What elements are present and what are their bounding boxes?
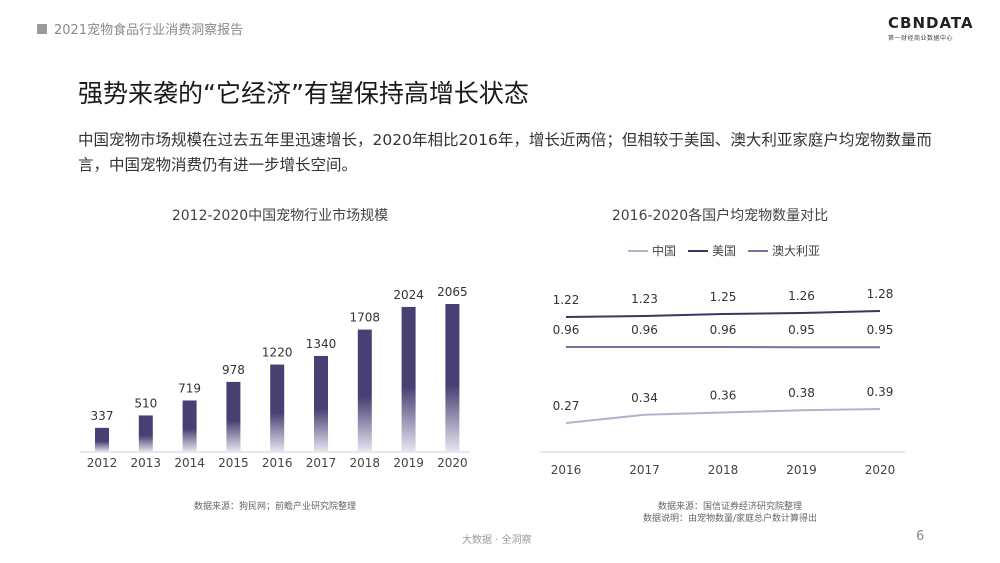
- point-label: 0.96: [553, 323, 580, 337]
- point-label: 0.96: [710, 323, 737, 337]
- series-line: [565, 310, 881, 318]
- bar-value-label: 2024: [393, 288, 424, 302]
- logo-subtitle: 第一财经商业数据中心: [888, 35, 954, 42]
- bar-tick-label: 2016: [262, 456, 293, 470]
- point-label: 1.22: [553, 293, 580, 307]
- line-chart-source: 数据来源：国信证券经济研究院整理 数据说明：由宠物数量/家庭总户数计算得出: [580, 501, 880, 525]
- bar-value-label: 1340: [306, 337, 337, 351]
- bar-tick-label: 2014: [174, 456, 205, 470]
- point-label: 1.25: [710, 290, 737, 304]
- bar: [401, 306, 416, 452]
- header-marker: [37, 24, 47, 34]
- bar-value-label: 2065: [437, 285, 468, 299]
- line-tick-label: 2020: [865, 463, 896, 477]
- point-label: 0.36: [710, 389, 737, 403]
- bar-tick-label: 2012: [87, 456, 118, 470]
- bar-value-label: 1220: [262, 346, 293, 360]
- point-label: 1.26: [788, 289, 815, 303]
- bar: [445, 304, 460, 452]
- bar: [314, 355, 328, 452]
- bar-value-label: 510: [134, 396, 157, 410]
- line-tick-label: 2017: [629, 463, 660, 477]
- point-label: 1.23: [631, 292, 658, 306]
- slide-title: 强势来袭的“它经济”有望保持高增长状态: [78, 79, 529, 108]
- legend-label: 中国: [652, 243, 676, 258]
- bar-value-label: 719: [178, 381, 201, 395]
- bar-tick-label: 2013: [131, 456, 162, 470]
- legend-label: 澳大利亚: [772, 244, 820, 258]
- line-tick-label: 2019: [786, 463, 817, 477]
- bar-tick-label: 2020: [437, 456, 468, 470]
- bar-value-label: 337: [91, 409, 114, 423]
- bar-tick-label: 2017: [306, 456, 337, 470]
- line-tick-label: 2018: [708, 463, 739, 477]
- bar-chart: 337 2012 510 2013 719 2014 978 2015 1220 2016 1340…: [80, 285, 470, 470]
- point-label: 0.38: [788, 386, 815, 400]
- bar-tick-label: 2015: [218, 456, 249, 470]
- report-title: 2021宠物食品行业消费洞察报告: [54, 23, 244, 38]
- point-label: 0.39: [867, 385, 894, 399]
- bar-value-label: 978: [222, 363, 245, 377]
- bar: [138, 415, 153, 452]
- bar-chart-source: 数据来源：狗民网；前瞻产业研究院整理: [193, 502, 356, 512]
- point-label: 0.95: [867, 323, 894, 337]
- bar: [226, 381, 241, 452]
- point-label: 0.95: [788, 323, 815, 337]
- point-label: 1.28: [867, 287, 894, 301]
- logo-text: CBNDATA: [888, 14, 974, 32]
- line-chart-title: 2016-2020各国户均宠物数量对比: [611, 208, 829, 224]
- bar-tick-label: 2018: [350, 456, 381, 470]
- point-label: 0.96: [631, 323, 658, 337]
- line-chart: 中国 美国 澳大利亚 0.27 0.34 0.36 0.38 0.39 1.22 1.23 1.25…: [540, 243, 905, 477]
- bar: [357, 329, 372, 452]
- source-line: 数据来源：国信证券经济研究院整理: [657, 502, 802, 512]
- bar: [95, 427, 109, 452]
- brand-logo: CBNDATA 第一财经商业数据中心: [888, 14, 974, 42]
- bar: [182, 400, 197, 452]
- point-label: 0.34: [631, 391, 658, 405]
- bar-chart-title: 2012-2020中国宠物行业市场规模: [171, 208, 389, 224]
- legend-label: 美国: [712, 244, 736, 258]
- point-label: 0.27: [553, 399, 580, 413]
- bar-value-label: 1708: [350, 311, 381, 325]
- line-tick-label: 2016: [551, 463, 582, 477]
- series-line: [565, 408, 881, 424]
- footer-tagline: 大数据 · 全洞察: [462, 535, 532, 546]
- bar: [270, 364, 285, 452]
- note-line: 数据说明：由宠物数量/家庭总户数计算得出: [642, 514, 818, 524]
- slide-paragraph: 中国宠物市场规模在过去五年里迅速增长，2020年相比2016年，增长近两倍；但相…: [78, 131, 932, 174]
- bar-tick-label: 2019: [393, 456, 424, 470]
- page-number: 6: [916, 529, 925, 544]
